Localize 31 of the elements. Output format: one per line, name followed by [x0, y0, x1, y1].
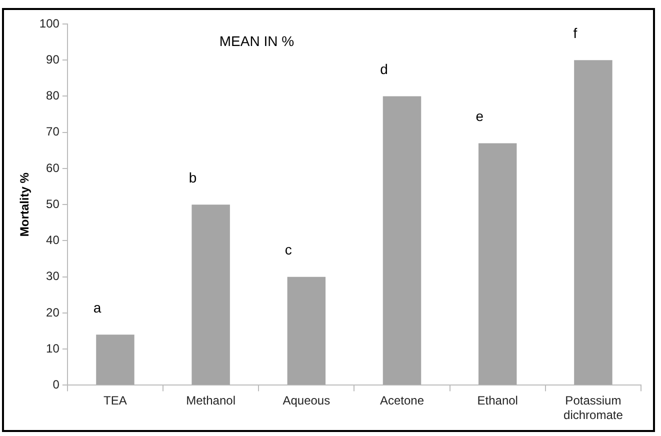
bar: [96, 334, 134, 385]
y-tick-label: 70: [46, 124, 60, 139]
x-tick-label: Potassium dichromate: [564, 394, 624, 422]
annotation: e: [476, 108, 484, 124]
y-tick-label: 90: [46, 52, 60, 66]
y-tick-label: 60: [46, 160, 60, 175]
bar: [574, 60, 612, 385]
x-tick-label: Aqueous: [282, 394, 330, 408]
annotation: d: [380, 61, 388, 78]
y-tick-label: 50: [46, 196, 60, 211]
annotation: b: [188, 169, 197, 186]
y-tick-label: 30: [46, 269, 60, 284]
annotation: c: [284, 242, 292, 258]
x-tick-label: TEA: [104, 394, 127, 408]
y-tick-label: 10: [46, 341, 60, 356]
annotation: f: [573, 24, 578, 41]
x-tick-label: Acetone: [380, 394, 424, 408]
text: MEAN IN %: [219, 32, 294, 49]
y-tick-label: 100: [39, 16, 60, 30]
bar: [382, 96, 422, 385]
x-tick-label: Methanol: [186, 394, 236, 408]
y-axis-title: Mortality %: [18, 172, 32, 237]
x-tick-label: Ethanol: [477, 394, 518, 408]
y-tick-label: 20: [46, 305, 60, 320]
y-tick-label: 80: [46, 88, 60, 103]
bar: [287, 276, 326, 385]
bar: [192, 204, 230, 385]
bar: [478, 143, 517, 385]
y-tick-label: 0: [52, 378, 60, 392]
y-tick-label: 40: [46, 233, 60, 248]
annotation: a: [93, 299, 102, 316]
